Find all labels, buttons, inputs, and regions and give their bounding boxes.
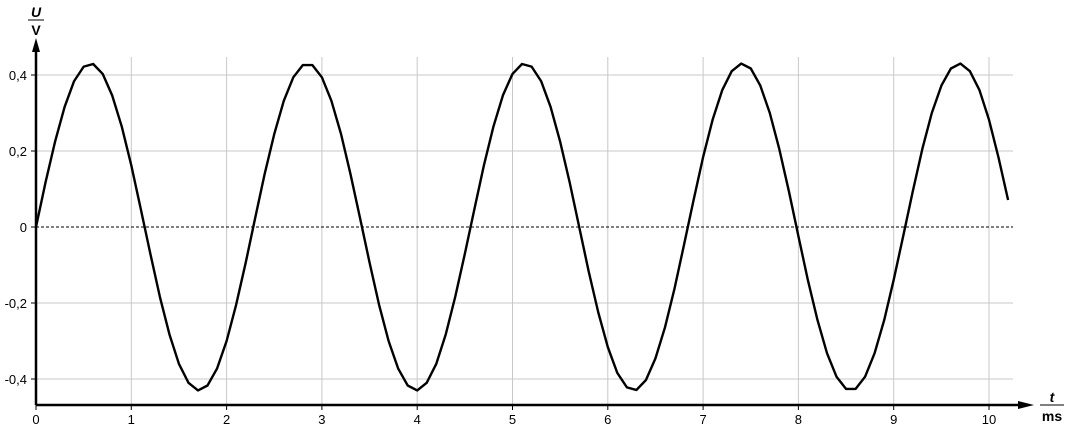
x-tick-label: 4 [414, 412, 421, 427]
x-tick-label: 7 [699, 412, 706, 427]
y-tick-label: -0,4 [5, 372, 27, 387]
y-label-symbol: U [31, 4, 42, 20]
y-axis-arrow [32, 38, 40, 52]
y-label-unit: V [31, 22, 41, 38]
x-tick-label: 1 [128, 412, 135, 427]
grid [31, 57, 1013, 410]
x-tick-label: 10 [982, 412, 996, 427]
x-tick-label: 9 [890, 412, 897, 427]
x-label-symbol: t [1050, 389, 1056, 405]
tick-labels: 0 1 2 3 4 5 6 7 8 9 10 0,4 0,2 0 -0,2 -0,4 [5, 68, 997, 427]
y-tick-label: 0 [20, 220, 27, 235]
x-tick-label: 5 [509, 412, 516, 427]
y-tick-label: 0,4 [9, 68, 27, 83]
x-tick-label: 2 [223, 412, 230, 427]
x-tick-label: 3 [318, 412, 325, 427]
signal-line [34, 62, 1010, 392]
y-tick-label: -0,2 [5, 296, 27, 311]
y-tick-label: 0,2 [9, 144, 27, 159]
x-label-unit: ms [1042, 408, 1062, 424]
x-tick-label: 6 [604, 412, 611, 427]
x-axis-arrow [1018, 401, 1034, 409]
x-tick-label: 0 [32, 412, 39, 427]
x-tick-label: 8 [795, 412, 802, 427]
